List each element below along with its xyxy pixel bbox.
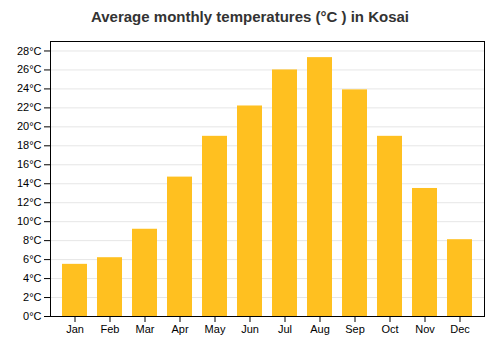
svg-text:Feb: Feb [101, 323, 120, 335]
svg-text:20°C: 20°C [17, 120, 42, 132]
svg-text:14°C: 14°C [17, 177, 42, 189]
svg-text:22°C: 22°C [17, 101, 42, 113]
svg-text:Jul: Jul [278, 323, 292, 335]
svg-text:Jun: Jun [241, 323, 259, 335]
svg-text:18°C: 18°C [17, 139, 42, 151]
svg-text:28°C: 28°C [17, 45, 42, 57]
svg-text:0°C: 0°C [23, 310, 42, 322]
svg-text:Sep: Sep [345, 323, 365, 335]
svg-text:4°C: 4°C [23, 272, 42, 284]
svg-text:Oct: Oct [381, 323, 398, 335]
svg-text:16°C: 16°C [17, 158, 42, 170]
svg-text:Dec: Dec [450, 323, 470, 335]
svg-text:12°C: 12°C [17, 196, 42, 208]
svg-text:2°C: 2°C [23, 291, 42, 303]
svg-text:8°C: 8°C [23, 234, 42, 246]
svg-text:Apr: Apr [171, 323, 188, 335]
svg-text:Mar: Mar [136, 323, 155, 335]
svg-text:Jan: Jan [66, 323, 84, 335]
html-text:Average monthly temperatures (: Average monthly temperatures (°C ) in Ko… [91, 8, 409, 25]
svg-text:6°C: 6°C [23, 253, 42, 265]
svg-text:10°C: 10°C [17, 215, 42, 227]
svg-text:May: May [205, 323, 226, 335]
svg-text:Aug: Aug [310, 323, 330, 335]
svg-text:26°C: 26°C [17, 63, 42, 75]
svg-text:Nov: Nov [415, 323, 435, 335]
svg-text:24°C: 24°C [17, 82, 42, 94]
